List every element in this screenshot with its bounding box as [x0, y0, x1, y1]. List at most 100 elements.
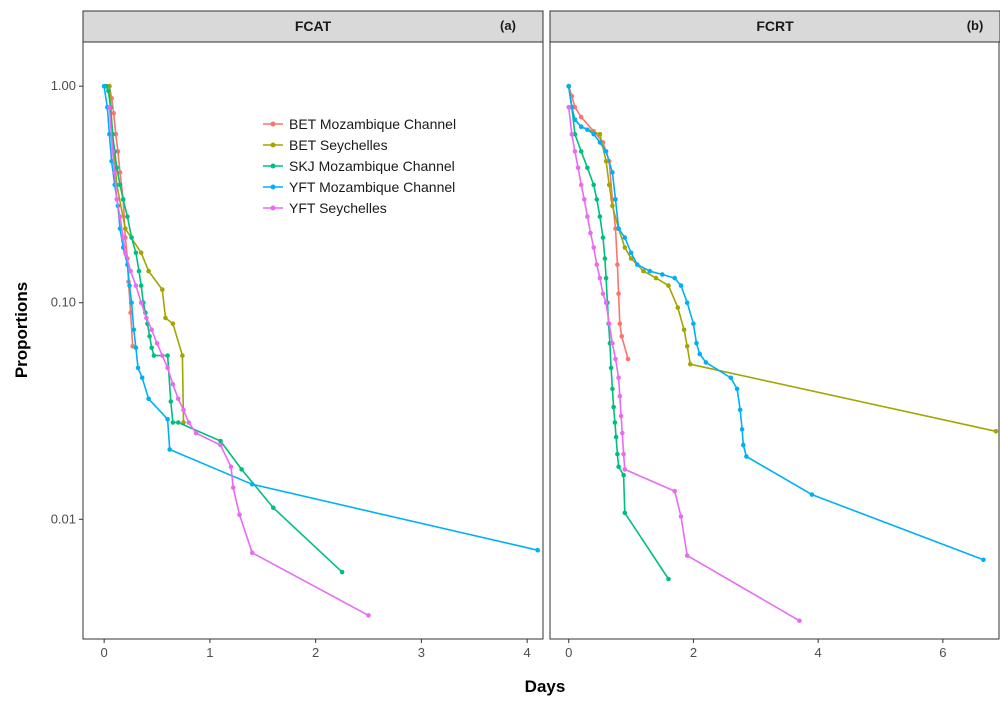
- data-point-skj-mozambique-channel: [622, 510, 628, 516]
- panel-a-strip: [82, 10, 544, 43]
- legend-label: SKJ Mozambique Channel: [289, 158, 455, 174]
- data-point-skj-mozambique-channel: [149, 345, 154, 351]
- panel-a-x-axis: 0 1 2 3 4: [101, 639, 531, 660]
- legend-label: YFT Seychelles: [289, 200, 387, 216]
- data-point-bet-seychelles: [160, 287, 165, 292]
- data-point-yft-mozambique-channel: [613, 197, 618, 202]
- data-point-bet-mozambique-channel: [619, 334, 624, 339]
- data-point-bet-seychelles: [653, 275, 659, 281]
- data-point-yft-seychelles: [621, 451, 626, 457]
- data-point-bet-seychelles: [603, 159, 609, 164]
- data-point-yft-mozambique-channel: [635, 262, 640, 267]
- data-point-yft-mozambique-channel: [616, 226, 621, 231]
- data-point-yft-mozambique-channel: [591, 131, 596, 137]
- data-point-skj-mozambique-channel: [133, 250, 139, 256]
- data-point-yft-mozambique-channel: [697, 351, 702, 357]
- data-point-bet-seychelles: [123, 226, 128, 231]
- data-point-yft-seychelles: [218, 442, 223, 448]
- data-point-yft-seychelles: [588, 230, 593, 236]
- data-point-bet-seychelles: [688, 361, 693, 367]
- data-point-yft-seychelles: [133, 283, 139, 288]
- data-point-yft-mozambique-channel: [739, 427, 745, 432]
- data-point-yft-seychelles: [575, 165, 581, 171]
- data-point-yft-seychelles: [144, 315, 149, 321]
- panel-b: FCRT (b) 0 2 4 6: [549, 10, 1000, 660]
- data-point-bet-seychelles: [180, 353, 185, 358]
- panel-a-y-axis: 1.00 0.10 0.01: [51, 78, 83, 526]
- data-point-yft-mozambique-channel: [133, 345, 139, 351]
- data-point-bet-seychelles: [666, 283, 671, 288]
- data-point-skj-mozambique-channel: [608, 365, 614, 371]
- data-point-yft-mozambique-channel: [981, 557, 986, 563]
- data-point-yft-seychelles: [618, 413, 624, 419]
- data-point-yft-mozambique-channel: [694, 341, 699, 346]
- data-point-yft-seychelles: [678, 514, 684, 519]
- data-point-yft-mozambique-channel: [728, 375, 734, 381]
- data-point-yft-mozambique-channel: [131, 327, 137, 333]
- data-point-bet-seychelles: [622, 245, 628, 250]
- data-point-skj-mozambique-channel: [615, 451, 620, 457]
- data-point-skj-mozambique-channel: [603, 275, 609, 281]
- data-point-yft-mozambique-channel: [647, 268, 653, 274]
- x-tick-label: 3: [418, 645, 425, 660]
- data-point-skj-mozambique-channel: [578, 149, 584, 154]
- data-point-yft-seychelles: [617, 393, 623, 399]
- panel-a-series-layer: [101, 83, 540, 618]
- data-point-bet-seychelles: [610, 203, 615, 209]
- x-axis-title: Days: [525, 677, 566, 696]
- legend-key-point: [270, 121, 276, 127]
- data-point-yft-seychelles: [112, 170, 117, 175]
- data-point-yft-mozambique-channel: [165, 416, 170, 422]
- data-point-bet-seychelles: [681, 327, 687, 333]
- data-point-yft-mozambique-channel: [139, 375, 145, 381]
- data-point-yft-mozambique-channel: [535, 547, 540, 553]
- data-point-yft-mozambique-channel: [249, 482, 255, 487]
- x-tick-label: 0: [565, 645, 572, 660]
- data-point-bet-mozambique-channel: [111, 111, 116, 116]
- data-point-bet-seychelles: [138, 250, 144, 256]
- data-point-skj-mozambique-channel: [114, 165, 120, 171]
- data-point-bet-mozambique-channel: [117, 170, 123, 175]
- data-point-yft-seychelles: [228, 464, 234, 470]
- data-point-skj-mozambique-channel: [129, 235, 134, 240]
- y-tick-label: 1.00: [51, 78, 76, 93]
- data-point-yft-seychelles: [594, 262, 600, 267]
- data-point-skj-mozambique-channel: [138, 283, 144, 288]
- x-tick-label: 2: [312, 645, 319, 660]
- data-point-bet-seychelles: [597, 131, 603, 137]
- series-yft-mozambique-channel: [101, 83, 540, 553]
- data-point-yft-seychelles: [249, 550, 255, 556]
- data-point-skj-mozambique-channel: [136, 268, 142, 274]
- panel-b-x-axis: 0 2 4 6: [565, 639, 946, 660]
- data-point-yft-mozambique-channel: [127, 283, 132, 288]
- data-point-skj-mozambique-channel: [594, 197, 600, 202]
- data-point-skj-mozambique-channel: [610, 386, 615, 392]
- x-tick-label: 4: [524, 645, 531, 660]
- data-point-skj-mozambique-channel: [165, 353, 170, 358]
- data-point-skj-mozambique-channel: [170, 420, 176, 425]
- data-point-bet-seychelles: [628, 256, 634, 261]
- data-point-bet-seychelles: [641, 268, 646, 274]
- data-point-skj-mozambique-channel: [120, 197, 126, 202]
- data-point-yft-seychelles: [120, 235, 126, 240]
- data-point-yft-mozambique-channel: [672, 275, 677, 281]
- data-point-yft-seychelles: [597, 275, 603, 281]
- data-point-yft-mozambique-channel: [809, 492, 815, 497]
- data-point-yft-mozambique-channel: [684, 300, 690, 306]
- panel-b-plot-area: [549, 41, 1000, 640]
- data-point-yft-seychelles: [123, 250, 128, 256]
- data-point-bet-mozambique-channel: [617, 321, 623, 327]
- data-point-yft-seychelles: [613, 356, 618, 362]
- data-point-skj-mozambique-channel: [597, 214, 603, 219]
- data-point-bet-seychelles: [170, 321, 176, 327]
- data-point-yft-mozambique-channel: [744, 454, 749, 459]
- data-point-bet-mozambique-channel: [115, 149, 121, 154]
- data-point-yft-mozambique-channel: [572, 117, 578, 122]
- data-point-bet-mozambique-channel: [625, 356, 631, 362]
- legend-key-point: [270, 163, 276, 169]
- data-point-yft-seychelles: [165, 365, 170, 371]
- data-point-yft-seychelles: [160, 353, 165, 358]
- data-point-bet-mozambique-channel: [578, 114, 584, 120]
- data-point-yft-mozambique-channel: [585, 127, 590, 132]
